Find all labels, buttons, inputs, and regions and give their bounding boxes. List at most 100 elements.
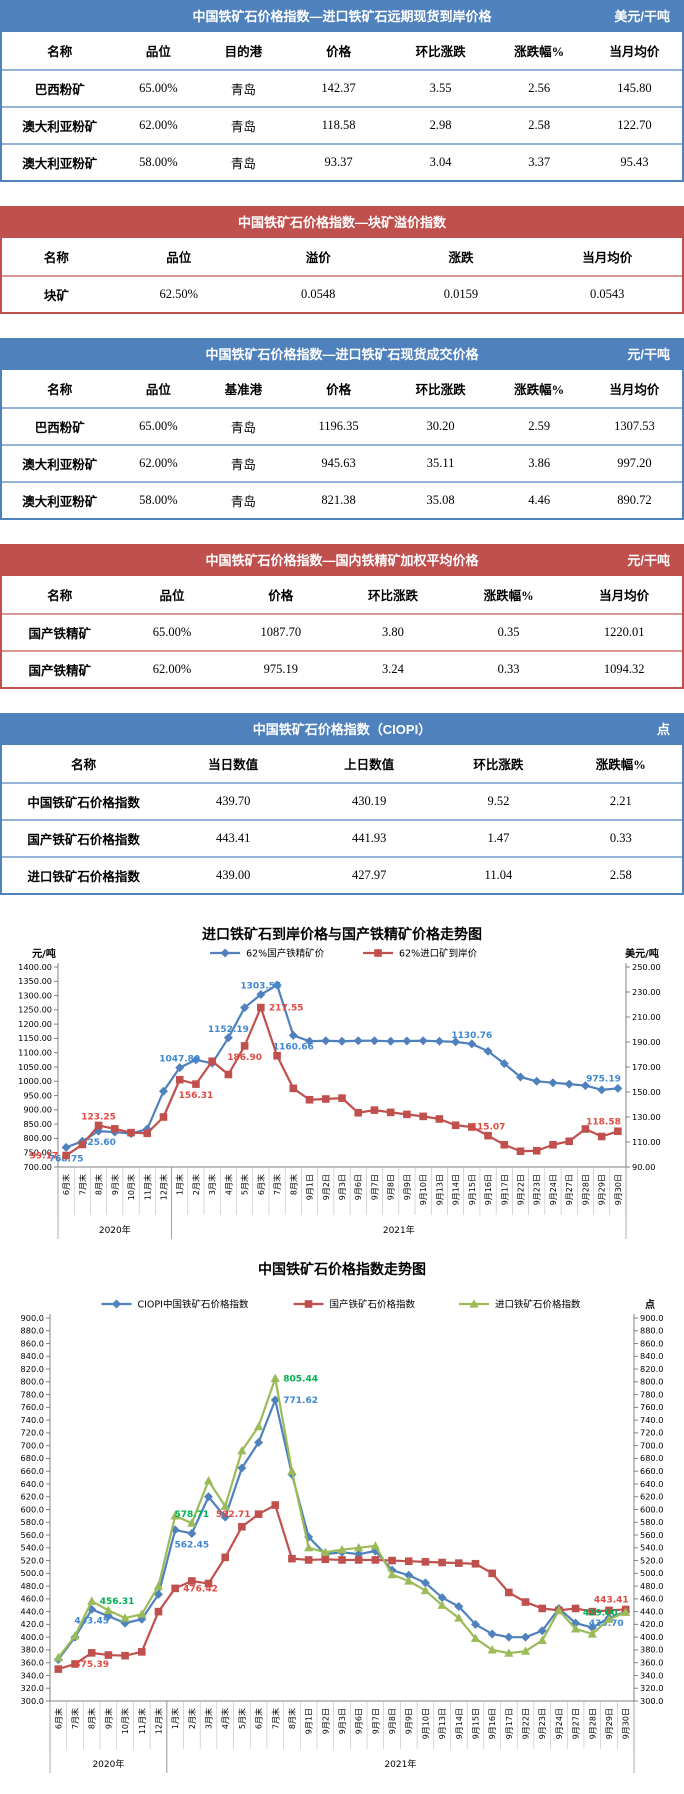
table-row: 澳大利亚粉矿 62.00% 青岛 945.63 35.11 3.86 997.20 xyxy=(2,445,682,482)
x-axis-label: 9月17日 xyxy=(500,1174,509,1205)
right-axis-tick: 400.0 xyxy=(640,1632,663,1642)
x-axis-label: 3月末 xyxy=(207,1174,217,1195)
row-name: 国产铁矿石价格指数 xyxy=(27,833,140,847)
x-axis-label: 6月末 xyxy=(256,1174,266,1195)
x-axis-label: 9月6日 xyxy=(354,1174,363,1200)
cell: 118.58 xyxy=(321,118,356,132)
table-lump-premium-index: 中国铁矿石价格指数—块矿溢价指数 名称 品位 溢价 涨跌 当月均价 块矿 62.50% 0.05… xyxy=(0,206,684,314)
cell: 62.00% xyxy=(139,456,178,470)
cell: 1307.53 xyxy=(614,419,655,433)
left-axis-tick: 380.0 xyxy=(21,1645,44,1655)
x-axis-label: 9月27日 xyxy=(565,1174,574,1205)
cell: 3.24 xyxy=(382,662,404,676)
cell: 945.63 xyxy=(321,456,356,470)
table-title: 中国铁矿石价格指数—块矿溢价指数 xyxy=(237,215,446,230)
table-unit: 美元/干吨 xyxy=(614,9,670,24)
x-axis-label: 9月29日 xyxy=(605,1708,614,1739)
x-axis-label: 9月30日 xyxy=(614,1174,623,1205)
chart-title: 进口铁矿石到岸价格与国产铁精矿价格走势图 xyxy=(202,926,482,943)
cell: 2.98 xyxy=(429,118,452,132)
cell: 35.08 xyxy=(426,493,455,507)
data-point-label: 975.19 xyxy=(586,1074,621,1084)
cell: 2.59 xyxy=(528,419,551,433)
column-header: 当月均价 xyxy=(599,589,650,603)
x-axis-label: 9月10日 xyxy=(419,1174,428,1205)
x-axis-label: 9月14日 xyxy=(455,1708,464,1739)
left-axis-tick: 600.0 xyxy=(21,1504,44,1514)
x-axis-label: 9月14日 xyxy=(452,1174,461,1205)
left-axis-tick: 1150.00 xyxy=(18,1033,52,1043)
column-header: 当月均价 xyxy=(609,45,660,59)
cell: 0.33 xyxy=(609,831,632,845)
row-name: 进口铁矿石价格指数 xyxy=(27,870,140,884)
x-axis-label: 6月末 xyxy=(53,1708,63,1729)
data-point-label: 217.55 xyxy=(269,1004,304,1014)
cell: 3.37 xyxy=(528,155,551,169)
data-point-label: 805.44 xyxy=(283,1374,318,1384)
chart-svg: 中国铁矿石价格指数走势图 CIOPI中国铁矿石价格指数 国产铁矿石价格指数 进口铁矿石… xyxy=(21,1261,663,1773)
column-header: 涨跌幅% xyxy=(483,589,534,603)
cell: 2.21 xyxy=(609,794,632,808)
data-point-label: 578.71 xyxy=(174,1510,209,1520)
cell: 3.04 xyxy=(429,155,452,169)
right-axis-tick: 440.0 xyxy=(640,1606,663,1616)
legend-item: 62%进口矿到岸价 xyxy=(363,948,478,960)
column-header: 当日数值 xyxy=(208,758,259,772)
column-header: 涨跌幅% xyxy=(514,383,565,397)
row-name: 巴西粉矿 xyxy=(34,83,85,97)
chart-import-vs-domestic-price-trend: 进口铁矿石到岸价格与国产铁精矿价格走势图 62%国产铁精矿价 62%进口矿到岸价 元/… xyxy=(0,919,684,1254)
data-point-label: 1152.19 xyxy=(208,1025,249,1035)
series-diamond: 768.75 825.60 1047.80 1152.19 1303.55 1160.66… xyxy=(49,980,623,1164)
x-axis-label: 5月末 xyxy=(237,1708,247,1729)
data-point-label: 1303.55 xyxy=(240,982,281,992)
row-name: 国产铁精矿 xyxy=(28,627,92,641)
data-point-label: 456.31 xyxy=(100,1597,135,1607)
table-row: 进口铁矿石价格指数 439.00 427.97 11.04 2.58 xyxy=(2,857,682,893)
legend-label: 62%国产铁精矿价 xyxy=(246,948,325,960)
left-axis-tick: 860.0 xyxy=(21,1338,44,1348)
data-point-label: 1047.80 xyxy=(159,1055,200,1065)
cell: 青岛 xyxy=(230,458,256,472)
left-axis-tick: 1350.00 xyxy=(18,976,52,986)
cell: 62.00% xyxy=(152,662,192,676)
right-axis-tick: 420.0 xyxy=(640,1619,663,1629)
left-axis-tick: 840.0 xyxy=(21,1351,44,1361)
data-point-label: 156.31 xyxy=(179,1091,214,1101)
left-axis-tick: 900.0 xyxy=(21,1313,44,1323)
right-axis-tick: 760.0 xyxy=(640,1402,663,1412)
row-name: 澳大利亚粉矿 xyxy=(22,458,98,472)
left-axis-tick: 480.0 xyxy=(21,1581,44,1591)
column-header: 品位 xyxy=(166,251,192,265)
table-title-bar: 中国铁矿石价格指数（CIOPI） 点 xyxy=(2,715,682,745)
left-axis-tick: 500.0 xyxy=(21,1568,44,1578)
column-header: 名称 xyxy=(47,589,73,603)
data-point-label: 1160.66 xyxy=(273,1042,314,1052)
table-title: 中国铁矿石价格指数—进口铁矿石远期现货到岸价格 xyxy=(192,9,492,24)
right-axis-tick: 210.00 xyxy=(632,1012,661,1022)
data-point-label: 592.71 xyxy=(216,1510,251,1520)
table-import-spot-transaction: 中国铁矿石价格指数—进口铁矿石现货成交价格 元/干吨 名称 品位 基准港 价格 环比涨跌 涨跌… xyxy=(0,338,684,520)
x-axis-label: 8月末 xyxy=(288,1174,298,1195)
x-axis-label: 8月末 xyxy=(287,1708,297,1729)
x-axis-label: 9月24日 xyxy=(549,1174,558,1205)
right-axis-unit: 点 xyxy=(645,1298,655,1311)
right-axis-tick: 720.0 xyxy=(640,1428,663,1438)
right-axis-tick: 150.00 xyxy=(632,1087,661,1097)
cell: 2.58 xyxy=(528,118,551,132)
left-axis-tick: 360.0 xyxy=(21,1658,44,1668)
right-axis-tick: 500.0 xyxy=(640,1568,663,1578)
x-axis-label: 9月3日 xyxy=(338,1708,347,1734)
x-axis-label: 8月末 xyxy=(87,1708,97,1729)
table-ciopi-index: 中国铁矿石价格指数（CIOPI） 点名称 当日数值 上日数值 环比涨跌 涨跌幅% 中国铁矿石… xyxy=(0,713,684,895)
left-axis-tick: 740.0 xyxy=(21,1415,44,1425)
x-axis-label: 9月28日 xyxy=(588,1708,597,1739)
table-unit: 点 xyxy=(656,722,670,737)
column-header: 溢价 xyxy=(305,251,331,265)
right-axis-tick: 600.0 xyxy=(640,1504,663,1514)
x-axis-label: 9月29日 xyxy=(598,1174,607,1205)
right-axis-tick: 680.0 xyxy=(640,1453,663,1463)
series-square: 375.39 476.42 592.71 443.41 xyxy=(54,1501,630,1673)
x-axis-label: 9月6日 xyxy=(355,1708,364,1734)
cell: 58.00% xyxy=(139,493,178,507)
cell: 3.86 xyxy=(528,456,551,470)
